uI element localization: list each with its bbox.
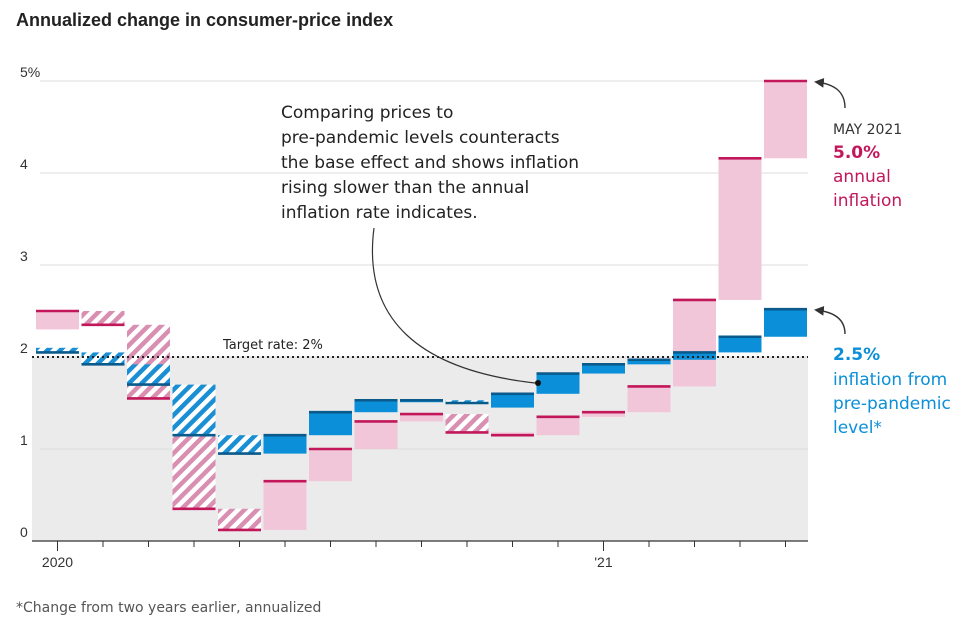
y-tick-label-5: 5% [20,64,40,80]
annual-bar-2020-06 [263,481,307,530]
x-axis-ticks: 2020 '21 [42,541,786,570]
prepandemic-bar-2020-01 [36,347,79,353]
note-leader-dot [535,380,541,386]
annual-bar-2021-03 [673,299,716,387]
prepandemic-bar-2020-10 [445,400,489,403]
bars [36,79,807,532]
prepandemic-bar-2020-04 [172,384,216,436]
annual-bar-2021-02 [627,386,671,413]
annual-label-1: annual [833,167,891,187]
annual-bar-2020-05 [218,508,261,530]
annual-bar-2020-02 [81,311,125,325]
annual-bar-2020-12 [536,416,580,436]
prepandemic-bar-2020-06 [263,435,307,454]
prepandemic-bar-2021-03 [673,352,716,360]
footnote: *Change from two years earlier, annualiz… [16,600,321,616]
note-leader-line [372,227,536,384]
prepandemic-value: 2.5% [833,345,880,365]
annotation-prepandemic: 2.5% inflation from pre-pandemic level* [814,305,951,438]
prepandemic-bar-2020-02 [81,352,125,365]
prepandemic-bar-2021-04 [718,336,762,353]
x-tick-label-2021-01: '21 [594,554,612,570]
chart-title: Annualized change in consumer-price inde… [16,10,393,30]
annual-label-2: inflation [833,191,902,211]
annual-bar-2020-10 [445,414,489,433]
note-line-5: inflation rate indicates. [281,203,478,223]
annual-bar-2020-09 [400,414,443,422]
prepandemic-bar-2020-12 [536,373,580,394]
annual-bar-2020-07 [309,449,352,482]
prepandemic-label-2: pre-pandemic [833,394,951,414]
prepandemic-bar-2020-11 [491,393,534,408]
annotation-note: Comparing prices to pre-pandemic levels … [281,103,579,386]
x-tick-label-2020-01: 2020 [42,554,73,570]
prepandemic-bar-2021-05 [764,309,807,337]
annual-value: 5.0% [833,143,880,163]
note-line-2: pre-pandemic levels counteracts [281,128,560,148]
annotation-annual: MAY 2021 5.0% annual inflation [814,77,902,211]
prepandemic-arrow [814,305,846,335]
target-rate-label: Target rate: 2% [222,338,323,353]
annual-arrow [814,77,846,109]
prepandemic-bar-2020-05 [218,435,261,454]
annual-bar-2021-05 [764,81,807,159]
y-axis-ticks: 0 1 2 3 4 5% [20,64,40,540]
annual-bar-2021-01 [582,412,625,417]
annual-bar-2020-08 [354,421,398,449]
prepandemic-bar-2020-03 [127,364,170,385]
y-tick-label-1: 1 [20,432,28,448]
y-tick-label-0: 0 [20,524,28,540]
note-line-4: rising slower than the annual [281,178,529,198]
annual-bar-2020-11 [491,432,534,436]
prepandemic-label-3: level* [833,418,882,438]
prepandemic-bar-2021-01 [582,364,625,374]
y-tick-label-3: 3 [20,248,28,264]
prepandemic-bar-2020-07 [309,412,352,436]
y-tick-label-4: 4 [20,156,28,172]
annual-bar-2021-04 [718,158,762,300]
prepandemic-bar-2021-02 [627,359,671,365]
annual-bar-2020-01 [36,311,79,330]
note-line-1: Comparing prices to [281,103,453,123]
may-label: MAY 2021 [833,122,902,138]
prepandemic-bar-2020-08 [354,400,398,413]
annual-bar-2020-03 [127,324,170,399]
prepandemic-label-1: inflation from [833,370,947,390]
y-tick-label-2: 2 [20,340,28,356]
note-line-3: the base effect and shows inflation [281,153,579,173]
